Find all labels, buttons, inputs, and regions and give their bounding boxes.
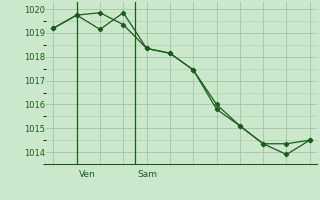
Text: Sam: Sam: [137, 170, 157, 179]
Text: Ven: Ven: [79, 170, 96, 179]
